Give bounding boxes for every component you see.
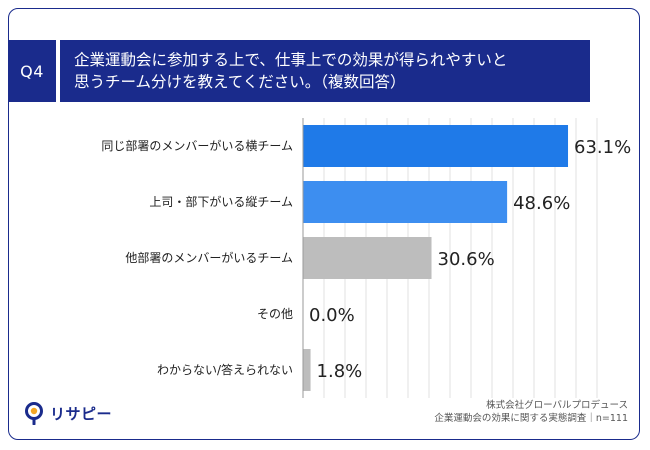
value-label: 63.1% (574, 137, 631, 158)
bar (303, 237, 432, 279)
bar (303, 125, 569, 167)
category-label: 同じ部署のメンバーがいる横チーム (101, 138, 293, 153)
logo-text: リサピー (50, 404, 113, 423)
category-label: 他部署のメンバーがいるチーム (125, 250, 293, 265)
value-label: 48.6% (513, 193, 570, 214)
source-company: 株式会社グローバルプロデュース (486, 400, 628, 411)
bar (303, 181, 508, 223)
value-label: 0.0% (309, 305, 355, 326)
source-footnote: 株式会社グローバルプロデュース 企業運動会の効果に関する実態調査｜n=111 (434, 399, 628, 425)
magnifier-logo-icon (25, 402, 43, 425)
category-label: 上司・部下がいる縦チーム (149, 194, 293, 209)
value-label: 30.6% (438, 249, 495, 270)
bar (303, 349, 311, 391)
source-survey: 企業運動会の効果に関する実態調査｜n=111 (434, 413, 628, 424)
question-title: 企業運動会に参加する上で、仕事上での効果が得られやすいと 思うチーム分けを教えて… (60, 40, 590, 102)
category-label: その他 (257, 307, 293, 321)
category-label: わからない/答えられない (157, 362, 293, 377)
risapi-logo: リサピー (24, 400, 112, 426)
question-number-badge: Q4 (8, 40, 56, 102)
value-label: 1.8% (317, 361, 363, 382)
